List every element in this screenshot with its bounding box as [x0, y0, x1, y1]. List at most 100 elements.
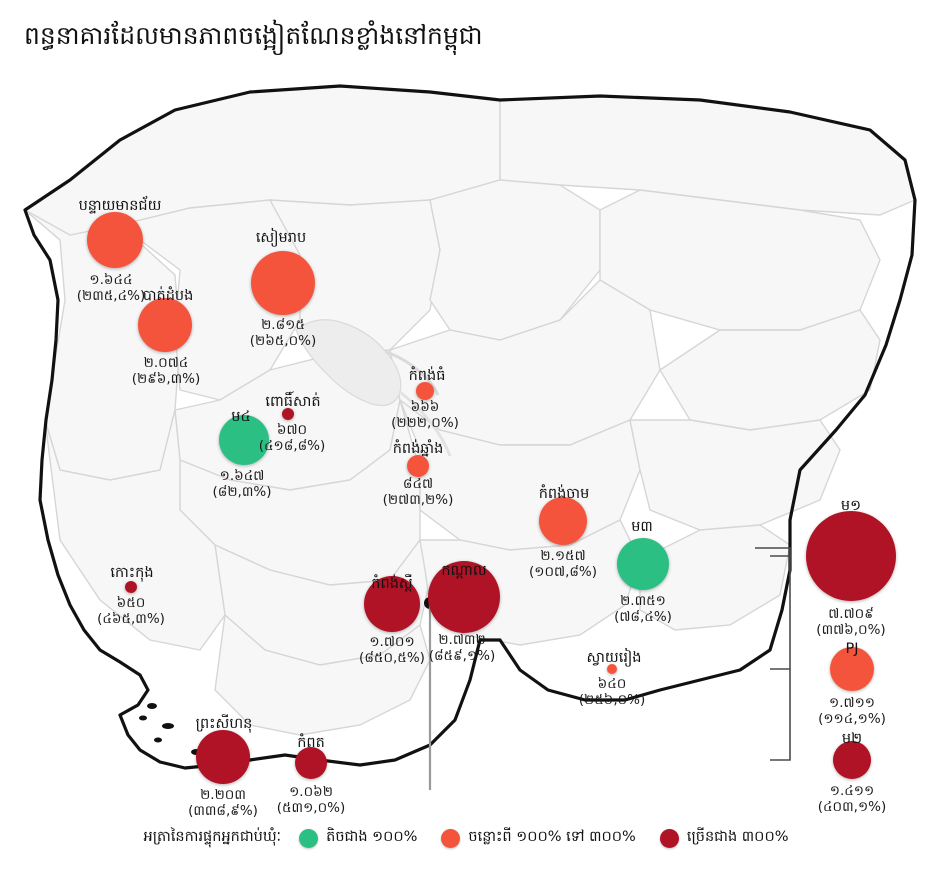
bubble-4[interactable]: [282, 408, 294, 420]
bubble-value-percent-15: (៣៧៦,០%): [816, 622, 886, 638]
bubble-value-4: ៦៧០ (៤១៨,៨%): [259, 422, 326, 454]
bubble-14[interactable]: [295, 747, 327, 779]
bubble-value-number-17: ១.៤១១: [829, 783, 875, 799]
bubble-value-number-7: ២.១៥៧: [540, 548, 586, 564]
legend-item-over-300[interactable]: ច្រើនជាង ៣០០%: [659, 828, 789, 849]
bubble-value-8: ២.៣៥១ (៧៨,៤%): [614, 593, 672, 625]
bubble-value-number-12: ៦៥០: [116, 595, 146, 611]
bubble-value-percent-4: (៤១៨,៨%): [258, 438, 326, 454]
legend-label-over-300: ច្រើនជាង ៣០០%: [686, 829, 789, 845]
bubble-value-9: ១.៧០១ (៨៥០,៥%): [359, 634, 425, 666]
bubble-value-0: ១.៦៤៤ (២៣៥,៤%): [77, 272, 146, 304]
bubble-name-6: កំពង់ឆ្នាំង: [392, 441, 444, 457]
bubble-name-7: កំពង់ចាម: [538, 486, 590, 502]
bubble-value-percent-9: (៨៥០,៥%): [359, 650, 425, 666]
bubble-value-15: ៧.៧០៩ (៣៧៦,០%): [816, 606, 885, 638]
bubble-value-5: ៦៦៦ (២២២,០%): [391, 399, 459, 431]
bubble-value-number-6: ៨៤៧: [402, 476, 434, 492]
bubble-value-number-0: ១.៦៤៤: [89, 272, 133, 288]
bubble-value-number-4: ៦៧០: [276, 422, 308, 438]
bubble-name-14: កំពត: [297, 735, 325, 751]
bubble-name-9: កំពង់ស្ពឺ: [371, 576, 413, 592]
bubble-name-5: កំពង់ធំ: [408, 368, 446, 384]
bubble-8[interactable]: [617, 538, 669, 590]
bubble-value-6: ៨៤៧ (២៧៣,២%): [383, 476, 454, 508]
bubble-value-1: ២.០៧៤ (២៩៦,៣%): [132, 355, 201, 387]
bubble-value-percent-0: (២៣៥,៤%): [76, 288, 146, 304]
bubble-name-8: ម៣: [631, 519, 653, 535]
bubble-value-16: ១.៧១១ (១១៤,១%): [818, 695, 886, 727]
bubble-10[interactable]: [428, 561, 500, 633]
legend-item-under-100[interactable]: តិចជាង ១០០%: [299, 828, 417, 849]
bubble-name-4: ពោធិ៍សាត់: [265, 394, 321, 410]
bubble-value-number-5: ៦៦៦: [410, 399, 440, 415]
bubble-value-percent-2: (២៦៥,០%): [249, 333, 317, 349]
bubble-name-17: ម២: [841, 731, 863, 747]
bubble-value-10: ២.៧៣២ (៨៥៩,១%): [429, 632, 496, 664]
map-provinces-layer: [23, 84, 917, 790]
legend-swatch-green: [299, 829, 319, 848]
legend-title: អត្រានៃការផ្ទុកអ្នកជាប់ឃុំៈ: [143, 829, 282, 845]
bubble-value-number-11: ៦៤០: [597, 676, 627, 692]
bubble-value-percent-7: (១០៧,៨%): [528, 564, 598, 580]
bubble-value-number-3: ១.៦៤៧: [219, 468, 265, 484]
bubble-value-number-16: ១.៧១១: [828, 695, 876, 711]
legend-item-100-300[interactable]: ចន្លោះពី ១០០% ទៅ ៣០០%: [441, 828, 636, 849]
bubble-value-percent-14: (៥៣១,០%): [276, 800, 346, 816]
bubble-value-percent-16: (១១៤,១%): [818, 711, 886, 727]
bubble-value-number-2: ២.៨១៥: [261, 317, 305, 333]
bubble-name-15: ម១: [840, 498, 862, 514]
bubble-value-percent-10: (៨៥៩,១%): [428, 648, 496, 664]
bubble-value-number-10: ២.៧៣២: [438, 632, 486, 648]
bubble-value-percent-6: (២៧៣,២%): [382, 492, 454, 508]
bubble-value-number-8: ២.៣៥១: [620, 593, 666, 609]
bubble-value-2: ២.៨១៥ (២៦៥,០%): [250, 317, 317, 349]
bubble-16[interactable]: [830, 647, 874, 691]
bubble-12[interactable]: [125, 581, 137, 593]
bubble-13[interactable]: [196, 730, 250, 784]
bubble-value-number-9: ១.៧០១: [369, 634, 415, 650]
bubble-name-2: សៀមរាប: [255, 230, 307, 246]
bubble-name-0: បន្ទាយមានជ័យ: [78, 198, 162, 214]
bubble-name-1: បាត់ដំបង: [142, 288, 194, 304]
bubble-value-percent-1: (២៩៦,៣%): [131, 371, 201, 387]
callout-bracket: [755, 547, 791, 761]
legend-swatch-darkred: [659, 829, 679, 848]
bubble-value-14: ១.០៦២ (៥៣១,០%): [277, 784, 346, 816]
bubble-value-percent-12: (៤៦៥,៣%): [97, 611, 165, 627]
bubble-3[interactable]: [219, 415, 269, 465]
bubble-value-percent-8: (៧៨,៤%): [614, 609, 672, 625]
bubble-value-number-15: ៧.៧០៩: [828, 606, 874, 622]
bubble-5[interactable]: [416, 382, 434, 400]
bubble-value-percent-11: (២៥៦,០%): [578, 692, 646, 708]
bubble-name-11: ស្វាយរៀង: [586, 650, 642, 666]
bubble-value-7: ២.១៥៧ (១០៧,៨%): [529, 548, 597, 580]
bubble-0[interactable]: [87, 212, 143, 268]
bubble-17[interactable]: [833, 741, 871, 779]
bubble-value-12: ៦៥០ (៤៦៥,៣%): [97, 595, 165, 627]
bubble-9[interactable]: [364, 576, 420, 632]
legend-swatch-orange: [441, 829, 461, 848]
bubble-value-3: ១.៦៤៧ (៨២,៣%): [213, 468, 272, 500]
bubble-1[interactable]: [138, 298, 192, 352]
legend-label-100-300: ចន្លោះពី ១០០% ទៅ ៣០០%: [468, 829, 636, 845]
bubble-name-16: PJ: [845, 641, 859, 657]
bubble-name-12: កោះកុង: [110, 565, 154, 581]
legend-label-under-100: តិចជាង ១០០%: [326, 829, 418, 845]
bubble-value-number-14: ១.០៦២: [289, 784, 333, 800]
bubble-7[interactable]: [539, 497, 587, 545]
legend: អត្រានៃការផ្ទុកអ្នកជាប់ឃុំៈ តិចជាង ១០០% …: [0, 828, 946, 849]
bubble-value-13: ២.២០៣ (៣៣៨,៩%): [188, 787, 258, 819]
bubble-name-10: កណ្ដាល: [441, 563, 487, 579]
bubble-value-11: ៦៤០ (២៥៦,០%): [579, 676, 646, 708]
bubble-value-number-1: ២.០៧៤: [143, 355, 189, 371]
bubble-6[interactable]: [407, 455, 429, 477]
bubble-15[interactable]: [806, 511, 896, 601]
bubble-2[interactable]: [251, 251, 315, 315]
bubble-value-number-13: ២.២០៣: [200, 787, 246, 803]
bubble-value-percent-13: (៣៣៨,៩%): [188, 803, 258, 819]
bubble-value-17: ១.៤១១ (៤០៣,១%): [818, 783, 887, 815]
bubble-11[interactable]: [607, 664, 617, 674]
